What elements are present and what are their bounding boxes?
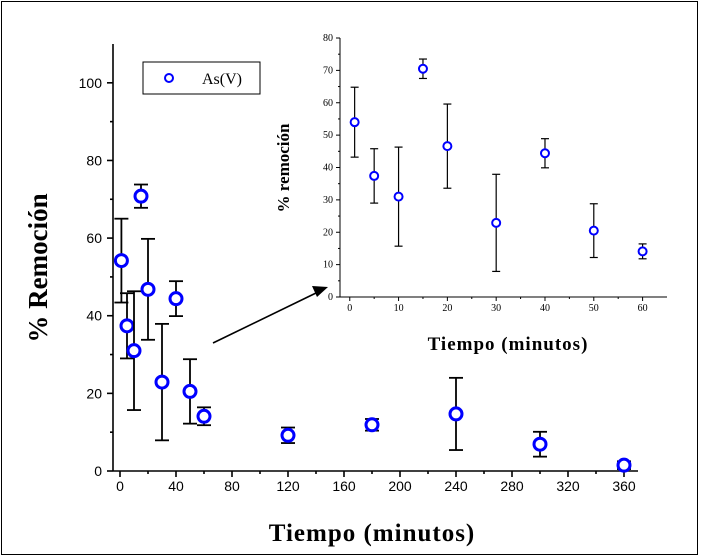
- main-x-tick-label: 40: [168, 478, 184, 494]
- inset-y-tick-label: 10: [323, 260, 333, 271]
- inset-data-point: [491, 217, 502, 228]
- main-data-point: [133, 188, 149, 204]
- main-x-tick-label: 360: [612, 478, 636, 494]
- inset-y-tick-label: 80: [323, 33, 333, 44]
- main-data-point: [448, 406, 464, 422]
- main-data-point: [168, 291, 184, 307]
- legend-box: [142, 61, 261, 95]
- main-data-point: [154, 374, 170, 390]
- main-y-tick-label: 100: [79, 75, 103, 91]
- inset-x-tick-label: 20: [442, 303, 452, 314]
- inset-y-tick-label: 70: [323, 65, 333, 76]
- main-x-tick-label: 160: [332, 478, 356, 494]
- inset-data-point: [369, 170, 380, 181]
- inset-y-tick-label: 50: [323, 130, 333, 141]
- arrow-head: [312, 286, 328, 297]
- inset-y-axis-label: % remoción: [274, 123, 293, 212]
- main-x-tick-label: 200: [388, 478, 412, 494]
- main-x-tick-label: 120: [276, 478, 300, 494]
- legend-label: As(V): [202, 71, 242, 88]
- main-data-point: [532, 436, 548, 452]
- inset-y-tick-label: 40: [323, 163, 333, 174]
- main-x-tick-label: 320: [556, 478, 580, 494]
- legend-marker: [164, 73, 174, 83]
- main-data-point: [113, 253, 129, 269]
- inset-data-point: [417, 63, 428, 74]
- main-x-tick-label: 280: [500, 478, 524, 494]
- main-y-tick-label: 20: [86, 385, 102, 401]
- main-data-point: [196, 408, 212, 424]
- inset-data-point: [393, 191, 404, 202]
- inset-y-tick-label: 60: [323, 98, 333, 109]
- main-data-point: [140, 281, 156, 297]
- main-y-axis-label: % Remoción: [23, 193, 53, 342]
- arrow-line: [212, 292, 317, 344]
- inset-y-tick-label: 30: [323, 195, 333, 206]
- inset-y-tick-label: 0: [328, 292, 333, 303]
- main-y-tick-label: 80: [86, 152, 102, 168]
- inset-data-point: [588, 225, 599, 236]
- inset-plot: 0 10 20 30 40 50 60 0 10 20 30 40 50 60 70 80: [323, 33, 667, 314]
- main-y-tick-label: 60: [86, 230, 102, 246]
- inset-x-tick-label: 60: [638, 303, 648, 314]
- inset-x-tick-label: 10: [394, 303, 404, 314]
- main-data-point: [119, 318, 135, 334]
- inset-x-tick-label: 50: [589, 303, 599, 314]
- inset-x-tick-label: 40: [540, 303, 550, 314]
- main-y-tick-label: 40: [86, 308, 102, 324]
- main-data-point: [182, 383, 198, 399]
- inset-y-tick-label: 20: [323, 227, 333, 238]
- main-x-tick-label: 240: [444, 478, 468, 494]
- inset-data-point: [349, 117, 360, 128]
- inset-x-tick-label: 30: [491, 303, 501, 314]
- main-data-point: [364, 417, 380, 433]
- main-x-axis-label: Tiempo (minutos): [269, 520, 476, 547]
- inset-x-axis-label: Tiempo (minutos): [428, 334, 589, 355]
- main-x-tick-label: 80: [224, 478, 240, 494]
- main-data-point: [616, 457, 632, 473]
- inset-data-point: [442, 141, 453, 152]
- main-x-tick-label: 0: [116, 478, 124, 494]
- main-data-point: [280, 427, 296, 443]
- inset-data-point: [637, 246, 648, 257]
- inset-x-tick-label: 0: [347, 303, 352, 314]
- inset-data-point: [539, 148, 550, 159]
- main-y-tick-label: 0: [94, 463, 102, 479]
- main-data-point: [126, 343, 142, 359]
